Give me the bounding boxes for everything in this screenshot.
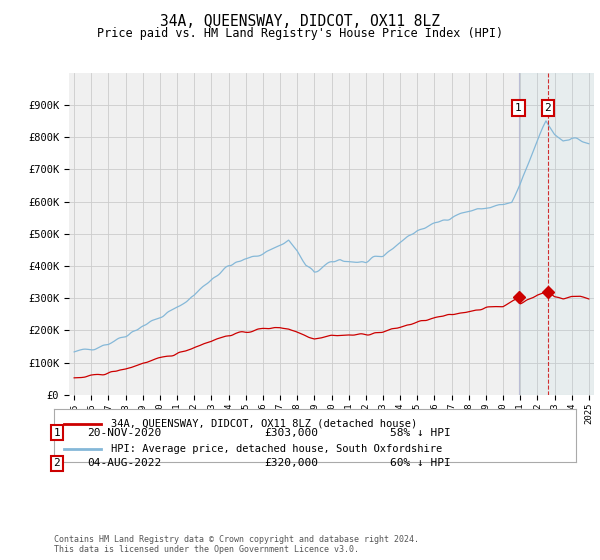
Text: Price paid vs. HM Land Registry's House Price Index (HPI): Price paid vs. HM Land Registry's House …: [97, 27, 503, 40]
Text: 20-NOV-2020: 20-NOV-2020: [87, 428, 161, 437]
Text: 58% ↓ HPI: 58% ↓ HPI: [390, 428, 451, 437]
Text: 34A, QUEENSWAY, DIDCOT, OX11 8LZ: 34A, QUEENSWAY, DIDCOT, OX11 8LZ: [160, 14, 440, 29]
Bar: [518, 73, 594, 395]
Text: 04-AUG-2022: 04-AUG-2022: [87, 459, 161, 468]
Text: 1: 1: [53, 428, 61, 437]
Text: Contains HM Land Registry data © Crown copyright and database right 2024.
This d: Contains HM Land Registry data © Crown c…: [54, 535, 419, 554]
Text: 2: 2: [544, 103, 551, 113]
Text: 34A, QUEENSWAY, DIDCOT, OX11 8LZ (detached house): 34A, QUEENSWAY, DIDCOT, OX11 8LZ (detach…: [112, 419, 418, 429]
Text: 1: 1: [515, 103, 522, 113]
Text: HPI: Average price, detached house, South Oxfordshire: HPI: Average price, detached house, Sout…: [112, 444, 443, 454]
Text: 60% ↓ HPI: 60% ↓ HPI: [390, 459, 451, 468]
Text: £320,000: £320,000: [264, 459, 318, 468]
Text: 2: 2: [53, 459, 61, 468]
Text: £303,000: £303,000: [264, 428, 318, 437]
